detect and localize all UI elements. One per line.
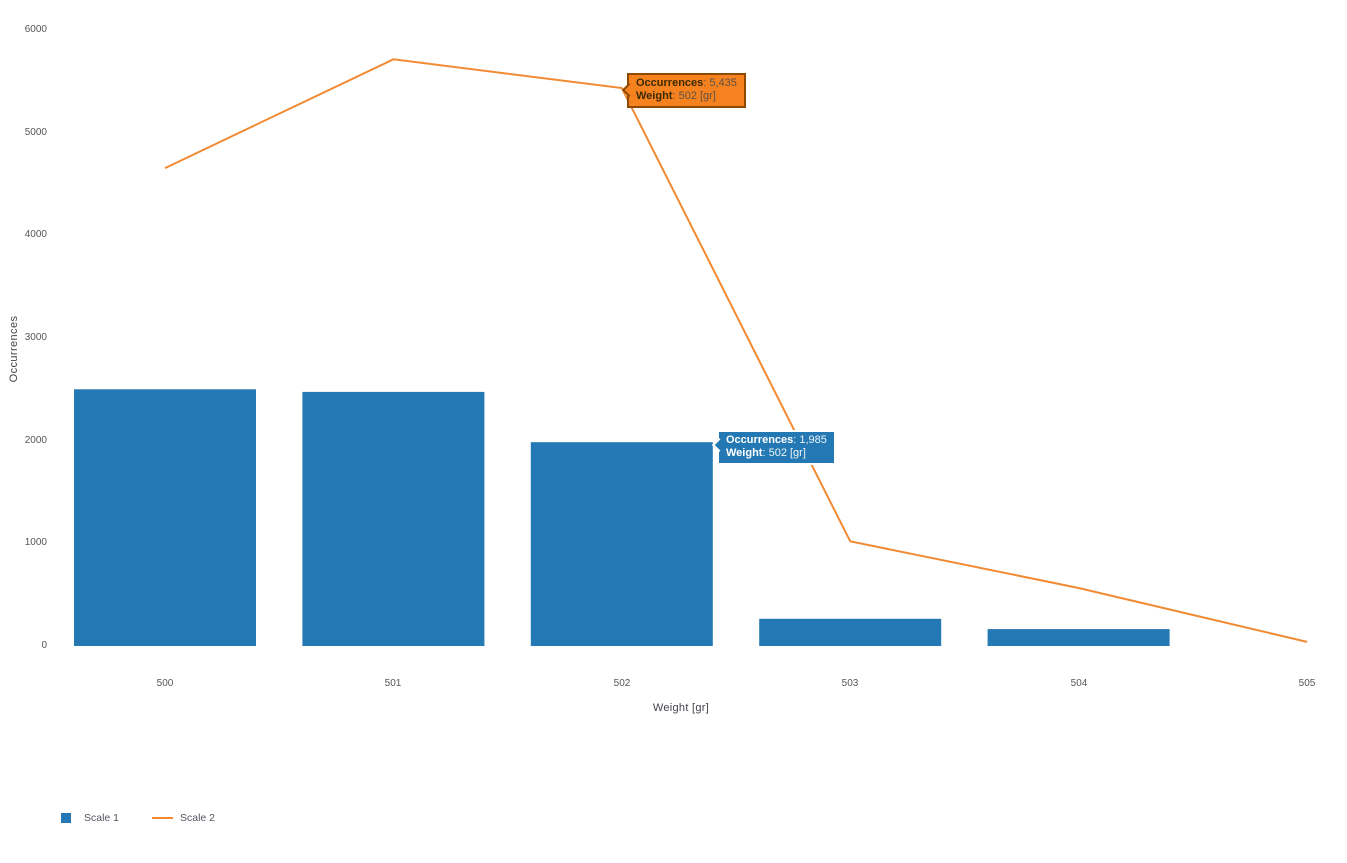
x-tick-label: 504 [1070,678,1088,689]
legend-label: Scale 1 [84,812,120,824]
bar-502[interactable] [530,442,713,646]
legend-label: Scale 2 [180,812,216,824]
hover-tooltip-line-point: Occurrences: 5,435 Weight: 502 [gr] [621,73,746,108]
bar-503[interactable] [759,618,942,646]
y-tick-label: 4000 [24,229,47,240]
y-tick-label: 6000 [24,24,47,35]
hover-tooltip-bar-point: Occurrences: 1,985 Weight: 502 [gr] [711,430,836,465]
x-tick-label: 500 [156,678,174,689]
line-scale-2[interactable] [164,58,1308,643]
y-tick-label: 3000 [24,332,47,343]
x-tick-label: 505 [1298,678,1316,689]
y-tick-label: 5000 [24,127,47,138]
y-tick-label: 1000 [24,537,47,548]
bar-501[interactable] [302,391,485,646]
tooltip-row: Weight: 502 [gr] [636,90,716,102]
legend-item-scale-2[interactable]: Scale 2 [152,811,215,825]
line-swatch-icon [152,817,173,819]
tooltip-row: Occurrences: 1,985 [726,434,827,446]
tooltip-row: Occurrences: 5,435 [636,77,737,89]
y-tick-label: 0 [41,640,47,651]
x-tick-label: 501 [384,678,402,689]
bar-500[interactable] [74,389,256,646]
bar-swatch-icon [61,813,71,823]
tooltip-row: Weight: 502 [gr] [726,447,806,459]
x-tick-label: 502 [613,678,631,689]
legend-item-scale-1[interactable]: Scale 1 [61,811,119,825]
bar-504[interactable] [987,629,1170,646]
y-tick-label: 2000 [24,435,47,446]
x-axis-title: Weight [gr] [652,702,710,714]
y-axis-title: Occurrences [8,315,20,383]
x-tick-label: 503 [841,678,859,689]
